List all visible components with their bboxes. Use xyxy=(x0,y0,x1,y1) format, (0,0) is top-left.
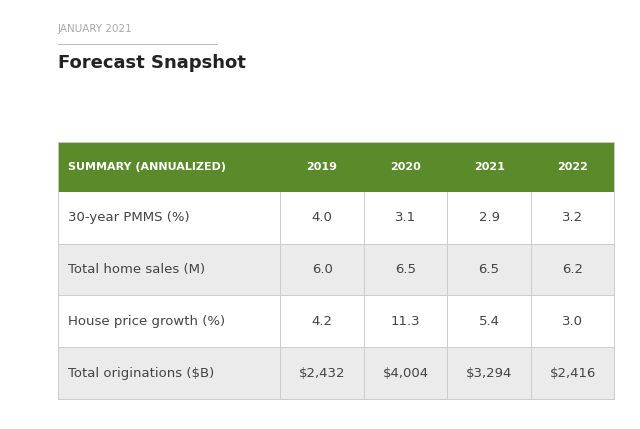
Text: $2,432: $2,432 xyxy=(299,366,346,380)
Bar xyxy=(447,142,531,192)
Bar xyxy=(364,142,447,192)
Text: House price growth (%): House price growth (%) xyxy=(68,315,225,328)
Text: 30-year PMMS (%): 30-year PMMS (%) xyxy=(68,211,189,224)
Text: Total originations ($B): Total originations ($B) xyxy=(68,366,214,380)
Text: $4,004: $4,004 xyxy=(383,366,429,380)
Text: 6.0: 6.0 xyxy=(312,263,333,276)
Text: 3.0: 3.0 xyxy=(562,315,583,328)
Text: 2.9: 2.9 xyxy=(479,211,500,224)
Text: $3,294: $3,294 xyxy=(466,366,512,380)
Bar xyxy=(58,347,614,399)
Text: 4.0: 4.0 xyxy=(312,211,333,224)
Text: 6.2: 6.2 xyxy=(562,263,583,276)
Text: JANUARY 2021: JANUARY 2021 xyxy=(58,24,132,33)
Text: 6.5: 6.5 xyxy=(479,263,500,276)
Text: 6.5: 6.5 xyxy=(395,263,416,276)
Text: 3.1: 3.1 xyxy=(395,211,416,224)
Bar xyxy=(58,295,614,347)
Text: 2021: 2021 xyxy=(474,162,504,172)
Text: 11.3: 11.3 xyxy=(391,315,420,328)
Text: 2022: 2022 xyxy=(557,162,588,172)
Bar xyxy=(280,142,364,192)
Text: 2020: 2020 xyxy=(390,162,421,172)
Text: Forecast Snapshot: Forecast Snapshot xyxy=(58,54,246,72)
Bar xyxy=(58,244,614,295)
Text: 3.2: 3.2 xyxy=(562,211,583,224)
Text: SUMMARY (ANNUALIZED): SUMMARY (ANNUALIZED) xyxy=(68,162,226,172)
Text: $2,416: $2,416 xyxy=(550,366,596,380)
Bar xyxy=(58,142,280,192)
Text: 5.4: 5.4 xyxy=(479,315,500,328)
Bar xyxy=(531,142,614,192)
Text: 4.2: 4.2 xyxy=(312,315,333,328)
Text: 2019: 2019 xyxy=(307,162,337,172)
Text: Total home sales (M): Total home sales (M) xyxy=(68,263,205,276)
Bar xyxy=(58,192,614,244)
